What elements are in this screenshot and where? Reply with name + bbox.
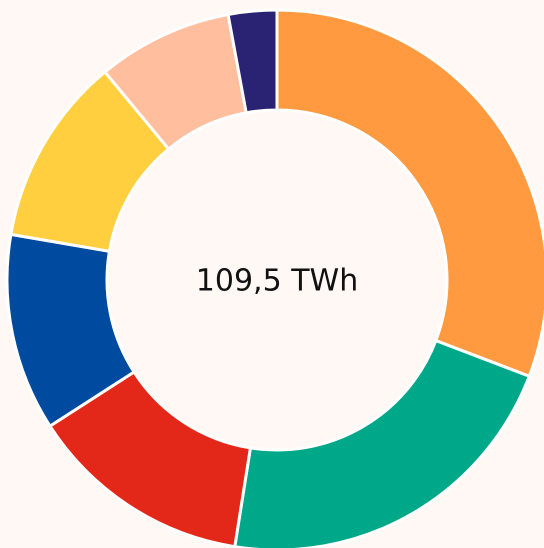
slice xyxy=(275,8,544,379)
slice xyxy=(226,8,279,115)
center-label: 109,5 TWh xyxy=(196,264,358,299)
slices xyxy=(5,8,544,548)
